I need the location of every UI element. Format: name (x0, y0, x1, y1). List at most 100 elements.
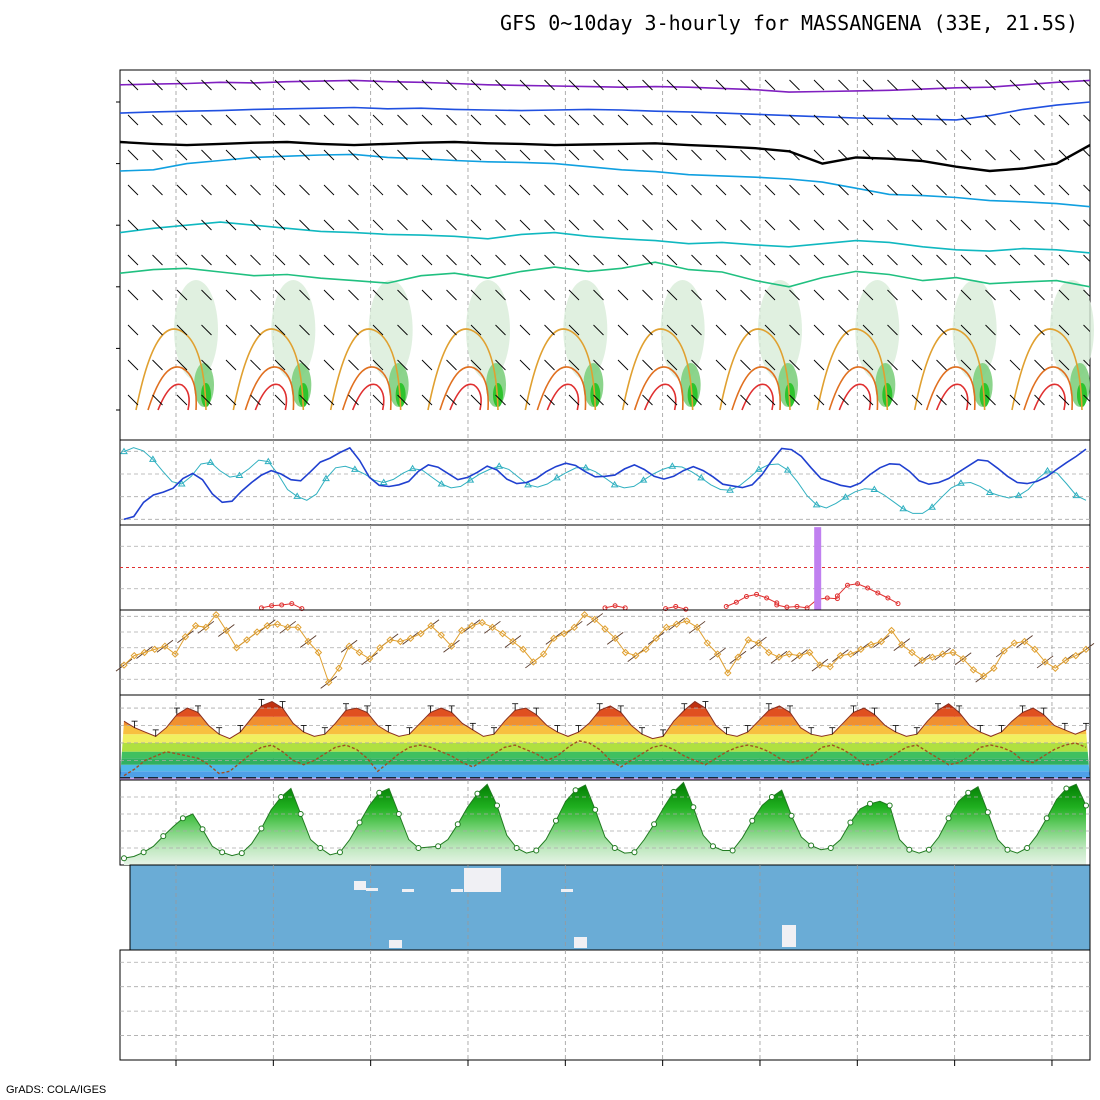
thickness-marker (293, 492, 302, 499)
wind-barb (127, 324, 139, 336)
wind-barb (960, 114, 972, 126)
wind-barb (397, 149, 408, 161)
wind-speed-marker (365, 655, 374, 663)
thickness-marker (322, 474, 330, 482)
rh-marker (297, 811, 304, 817)
rh-marker (827, 845, 834, 851)
wind-barb (764, 394, 776, 406)
rh-area (174, 280, 218, 380)
wind-speed-marker (427, 622, 435, 630)
wind-speed-marker (979, 672, 988, 680)
wind-barb (176, 394, 188, 406)
wind-barb (176, 324, 188, 336)
wind-barb (813, 79, 825, 91)
wind-barb (519, 254, 531, 266)
wind-barb (911, 184, 923, 196)
wind-barb (813, 149, 825, 161)
wind-barb (985, 254, 996, 266)
isotherm-line (120, 153, 1090, 208)
wind-speed-marker (877, 637, 886, 646)
wind-barb (764, 79, 776, 91)
wind-barb (617, 79, 629, 91)
wind-speed-marker (591, 615, 599, 624)
wind-barb (1083, 359, 1090, 368)
wind-barb (862, 79, 874, 91)
wind-barb (862, 254, 874, 266)
wind-barb (519, 79, 531, 91)
wind-barb (446, 324, 457, 336)
wind-barb (887, 254, 898, 266)
wind-speed-marker (754, 639, 763, 647)
cloud-patch (464, 868, 501, 892)
footer-credit: GrADS: COLA/IGES (6, 1084, 107, 1096)
wind-speed-marker (969, 666, 978, 674)
wind-speed-marker (191, 622, 200, 630)
wind-barb (838, 149, 849, 161)
wind-barb (617, 324, 629, 336)
wind-barb (715, 359, 727, 371)
wind-speed-marker (683, 617, 691, 625)
wind-speed-marker (652, 634, 660, 643)
lifted-index-line (776, 597, 838, 609)
wind-barb (446, 359, 457, 371)
wind-barb (372, 114, 384, 126)
wind-barb (642, 79, 653, 91)
wind-speed-marker (386, 636, 394, 644)
wind-barb (666, 289, 678, 301)
wind-barb (740, 254, 751, 266)
wind-barb (862, 184, 874, 196)
thickness-marker (177, 480, 186, 487)
wind-barb (740, 219, 751, 231)
wind-speed-marker (724, 669, 732, 677)
wind-barb (323, 114, 335, 126)
wind-barb (813, 219, 825, 231)
thickness-marker (668, 462, 677, 469)
temp-band (120, 764, 1090, 772)
wind-barb (887, 79, 898, 91)
wind-barb (642, 219, 653, 231)
wind-barb (495, 219, 506, 231)
wind-barb (372, 324, 384, 336)
wind-barb (1083, 149, 1090, 158)
wind-speed-marker (1072, 651, 1080, 660)
lifted-index-marker (794, 603, 800, 609)
wind-speed-marker (765, 648, 773, 657)
wind-speed-marker (140, 648, 149, 657)
thickness-marker (957, 479, 965, 486)
wind-barb (813, 359, 825, 371)
thickness-marker (610, 480, 619, 488)
isotherm-group (120, 79, 1090, 411)
hot-contour (838, 383, 872, 411)
wind-barb (446, 219, 457, 231)
wind-barb (348, 219, 359, 231)
wind-barb (813, 289, 825, 301)
lifted-index-marker (733, 599, 739, 605)
rh-marker (788, 812, 795, 819)
wind-speed-marker (713, 650, 722, 658)
wind-barb (1034, 254, 1045, 266)
wind-barb (838, 324, 849, 336)
wind-barb (960, 394, 972, 406)
wind-barb (519, 114, 531, 126)
rh-marker (376, 789, 383, 796)
wind-barb (764, 254, 776, 266)
chart-title: GFS 0~10day 3-hourly for MASSANGENA (33E… (500, 11, 1078, 35)
wind-barb (666, 149, 678, 161)
lifted-index-marker (845, 582, 850, 588)
wind-speed-marker (355, 648, 364, 657)
wind-barb (421, 114, 433, 126)
wind-barb (642, 184, 653, 196)
wind-barb (862, 289, 874, 301)
rh-marker (965, 789, 972, 796)
wind-speed-marker (949, 648, 957, 657)
wind-barb (495, 324, 506, 336)
rh-marker (572, 787, 579, 794)
lifted-index-marker (834, 593, 840, 599)
wind-barb (691, 359, 702, 371)
wind-barb (250, 394, 261, 406)
panel-frame (119, 69, 1091, 441)
rh-marker (1024, 845, 1031, 851)
wind-speed-marker (468, 622, 476, 630)
lifted-index-marker (774, 602, 780, 608)
wind-barb (1034, 184, 1045, 196)
